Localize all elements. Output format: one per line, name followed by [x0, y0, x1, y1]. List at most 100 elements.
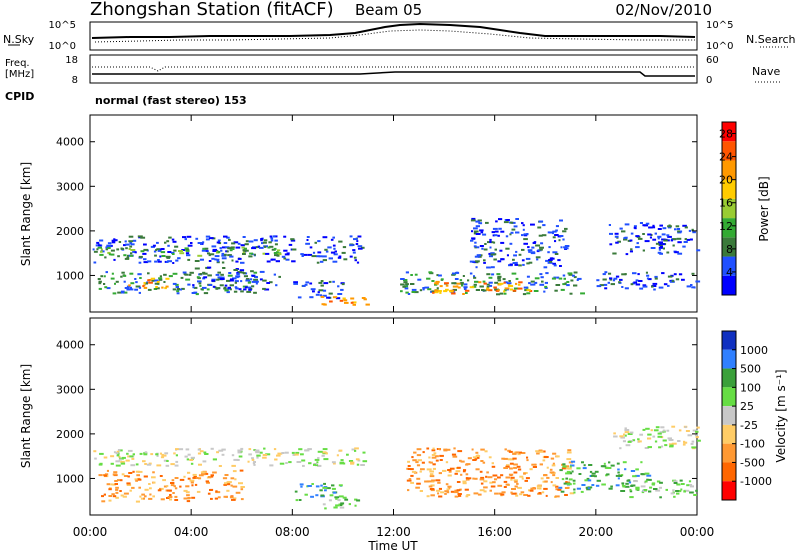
velocity-data-cell [426, 447, 430, 450]
power-data-cell [262, 279, 267, 282]
velocity-data-cell [464, 488, 469, 491]
velocity-data-cell [196, 490, 201, 493]
power-data-cell [478, 255, 482, 258]
power-data-cell [637, 273, 640, 276]
velocity-data-cell [139, 452, 143, 455]
velocity-data-cell [585, 486, 588, 489]
velocity-data-cell [416, 448, 422, 451]
power-data-cell [166, 256, 171, 259]
velocity-data-cell [334, 496, 340, 499]
power-data-cell [138, 255, 143, 258]
power-data-cell [486, 287, 490, 290]
velocity-data-cell [322, 448, 328, 451]
velocity-data-cell [545, 494, 548, 497]
velocity-data-cell [567, 486, 570, 489]
power-data-cell [129, 245, 133, 248]
power-data-cell [410, 274, 413, 276]
power-data-cell [567, 272, 573, 275]
velocity-data-cell [419, 470, 422, 473]
velocity-data-cell [416, 454, 422, 457]
velocity-data-cell [320, 494, 325, 497]
power-data-cell [449, 290, 454, 293]
power-data-cell [486, 266, 491, 269]
power-colorbar-block [722, 198, 736, 219]
power-data-cell [495, 220, 498, 223]
velocity-data-cell [240, 447, 244, 450]
velocity-data-cell [471, 448, 474, 451]
power-data-cell [473, 227, 478, 230]
velocity-colorbar-tick-label: 25 [740, 400, 754, 413]
power-data-cell [618, 281, 621, 284]
velocity-data-cell [693, 494, 697, 496]
velocity-data-cell [112, 473, 118, 476]
velocity-data-cell [513, 451, 517, 454]
power-data-cell [155, 287, 160, 290]
power-data-cell [312, 290, 315, 293]
power-data-cell [203, 292, 209, 295]
power-data-cell [260, 239, 263, 242]
velocity-data-cell [538, 449, 543, 452]
power-data-cell [277, 253, 282, 256]
power-data-cell [662, 243, 666, 246]
power-data-cell [97, 244, 102, 247]
power-data-cell [100, 275, 104, 278]
velocity-data-cell [622, 485, 626, 487]
velocity-data-cell [457, 493, 462, 495]
velocity-data-cell [197, 452, 202, 455]
power-data-cell [187, 283, 191, 286]
velocity-data-cell [571, 470, 574, 473]
velocity-data-cell [329, 494, 334, 497]
velocity-data-cell [652, 435, 656, 438]
power-data-cell [107, 251, 111, 254]
velocity-data-cell [118, 455, 121, 458]
velocity-data-cell [263, 447, 266, 450]
velocity-data-cell [301, 459, 306, 462]
power-data-cell [227, 254, 232, 257]
power-data-cell [492, 227, 498, 230]
velocity-data-cell [429, 475, 435, 478]
power-data-cell [172, 282, 177, 285]
power-data-cell [652, 238, 657, 241]
power-data-cell [242, 236, 246, 238]
velocity-data-cell [151, 476, 156, 479]
power-data-cell [334, 250, 337, 253]
velocity-data-cell [544, 480, 547, 483]
velocity-data-cell [420, 468, 425, 471]
velocity-data-cell [635, 488, 640, 491]
power-data-cell [349, 255, 353, 258]
power-data-cell [207, 266, 212, 269]
velocity-data-cell [646, 478, 649, 481]
power-data-cell [216, 241, 220, 244]
velocity-data-cell [230, 477, 235, 480]
power-data-cell [431, 280, 435, 282]
velocity-data-cell [298, 448, 303, 451]
power-data-cell [650, 247, 656, 249]
power-data-cell [208, 254, 211, 257]
power-data-cell [303, 253, 308, 256]
velocity-data-cell [683, 440, 686, 443]
velocity-data-cell [350, 462, 355, 465]
power-data-cell [118, 241, 122, 243]
power-data-cell [515, 231, 520, 234]
velocity-data-cell [143, 497, 145, 500]
power-data-cell [236, 276, 239, 279]
power-data-cell [482, 289, 487, 292]
power-data-cell [469, 286, 475, 289]
velocity-data-cell [691, 446, 697, 449]
velocity-data-cell [435, 479, 441, 482]
power-data-cell [538, 220, 544, 223]
velocity-data-cell [300, 485, 303, 488]
power-data-cell [272, 235, 276, 238]
power-data-cell [549, 257, 555, 260]
power-data-cell [123, 244, 127, 247]
power-data-cell [205, 235, 211, 238]
velocity-data-cell [556, 455, 560, 458]
velocity-data-cell [529, 489, 534, 492]
power-data-cell [512, 289, 517, 292]
power-data-cell [216, 258, 220, 261]
velocity-data-cell [160, 498, 165, 501]
power-data-cell [658, 244, 663, 246]
velocity-data-cell [565, 481, 568, 484]
power-data-cell [332, 296, 338, 299]
velocity-data-cell [428, 461, 431, 464]
